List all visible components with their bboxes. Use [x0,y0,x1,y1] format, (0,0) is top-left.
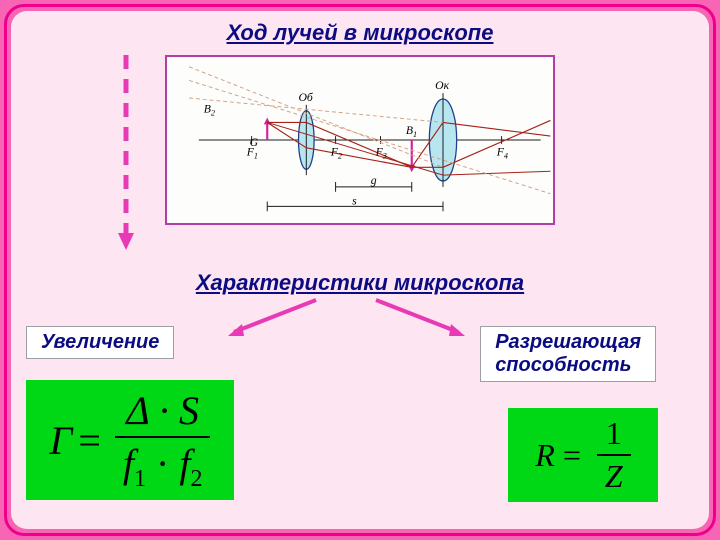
resolution-label-box: Разрешающая способность [480,326,656,382]
svg-text:Об: Об [298,91,313,104]
title-ray-path: Ход лучей в микроскопе [0,20,720,46]
svg-text:B2: B2 [204,103,215,118]
res-numerator: 1 [598,415,630,454]
magnification-fraction: Δ · S f1 · f2 [115,387,211,493]
magnification-label: Увеличение [41,331,159,353]
resolution-label-line2: способность [495,354,631,376]
connector-right [370,296,465,338]
mag-numerator: Δ · S [118,387,207,436]
res-denominator: Z [597,456,631,495]
gamma-symbol: Γ [50,417,73,464]
resolution-formula: R = 1 Z [508,408,658,502]
svg-text:F4: F4 [496,146,508,161]
resolution-label-line1: Разрешающая [495,331,641,353]
magnification-label-box: Увеличение [26,326,174,359]
svg-text:B1: B1 [406,124,417,139]
title-characteristics: Характеристики микроскопа [0,270,720,296]
svg-text:g: g [371,174,377,187]
microscope-ray-diagram: B2GОбОкB1F1F2F3F4gs [165,55,555,225]
connector-left [228,296,323,338]
equals-sign-2: = [563,437,581,474]
svg-text:F3: F3 [375,146,387,161]
svg-text:s: s [352,194,357,207]
magnification-formula: Γ = Δ · S f1 · f2 [26,380,234,500]
slide-root: Ход лучей в микроскопе B2GОбОкB1F1F2F3F4… [0,0,720,540]
mag-denominator: f1 · f2 [115,438,211,493]
svg-text:Ок: Ок [435,79,449,92]
dashed-down-arrow [116,55,136,250]
equals-sign: = [78,417,101,464]
svg-text:F2: F2 [330,146,342,161]
r-symbol: R [535,437,555,474]
resolution-fraction: 1 Z [597,415,631,495]
